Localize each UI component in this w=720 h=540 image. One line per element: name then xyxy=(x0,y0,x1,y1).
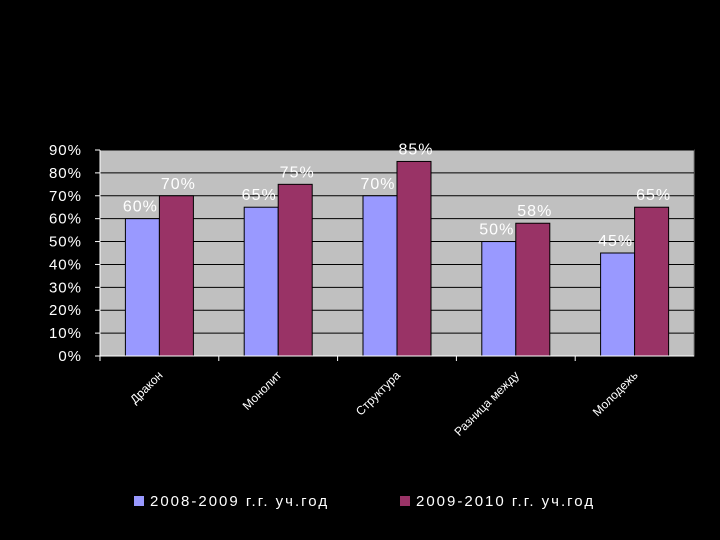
bar xyxy=(277,183,313,357)
category-labels: Дракон Монолит Структура Разница между Молод… xyxy=(99,355,694,439)
category-label: Структура xyxy=(353,368,403,418)
y-tick-label: 10% xyxy=(49,325,82,342)
data-label: 58% xyxy=(517,203,552,220)
bar xyxy=(600,252,636,357)
y-axis-ticks: 0% 10% 20% 30% 40% 50% 60% 70% 80% 90% xyxy=(49,142,101,365)
bar xyxy=(481,241,517,357)
bar xyxy=(158,195,194,357)
legend: 2008-2009 г.г. уч.год 2009-2010 г.г. уч.г… xyxy=(134,493,595,510)
y-tick-label: 20% xyxy=(49,302,82,319)
bar xyxy=(515,222,551,357)
bar xyxy=(634,206,670,357)
legend-swatch xyxy=(134,496,144,506)
bar-chart: 0%10%20%30%40%50%60%70%80%90% 60%70%65%7… xyxy=(49,141,695,510)
y-tick-label: 80% xyxy=(49,165,82,182)
category-label: Молодежь xyxy=(590,368,641,419)
chart-panel: 0% 10% 20% 30% 40% 50% 60% 70% 80% 90% 60% 70% 65% 7… xyxy=(8,122,712,526)
y-tick-label: 30% xyxy=(49,279,82,296)
data-label: 65% xyxy=(242,187,277,204)
data-label: 50% xyxy=(479,222,514,239)
bar xyxy=(362,195,398,357)
category-label: Дракон xyxy=(127,368,165,406)
data-label: 75% xyxy=(280,164,315,181)
y-tick-label: 0% xyxy=(58,348,82,365)
data-labels: 60%70%65%75%70%85%50%58%45%65% xyxy=(123,141,671,250)
y-tick-label: 40% xyxy=(49,256,82,273)
bar xyxy=(124,218,160,357)
data-label: 65% xyxy=(636,187,671,204)
category-label: Монолит xyxy=(240,368,285,413)
data-label: 85% xyxy=(398,141,433,158)
legend-label: 2008-2009 г.г. уч.год xyxy=(150,493,329,510)
data-label: 70% xyxy=(161,176,196,193)
bar xyxy=(396,160,432,357)
y-tick-label: 50% xyxy=(49,234,82,251)
legend-swatch xyxy=(400,496,410,506)
category-label: Разница между xyxy=(451,368,521,438)
bars xyxy=(124,160,670,357)
bar xyxy=(243,206,279,357)
y-tick-label: 90% xyxy=(49,142,82,159)
data-label: 60% xyxy=(123,199,158,216)
data-label: 70% xyxy=(360,176,395,193)
y-tick-label: 70% xyxy=(49,188,82,205)
data-label: 45% xyxy=(598,233,633,250)
legend-label: 2009-2010 г.г. уч.год xyxy=(416,493,595,510)
y-tick-label: 60% xyxy=(49,211,82,228)
